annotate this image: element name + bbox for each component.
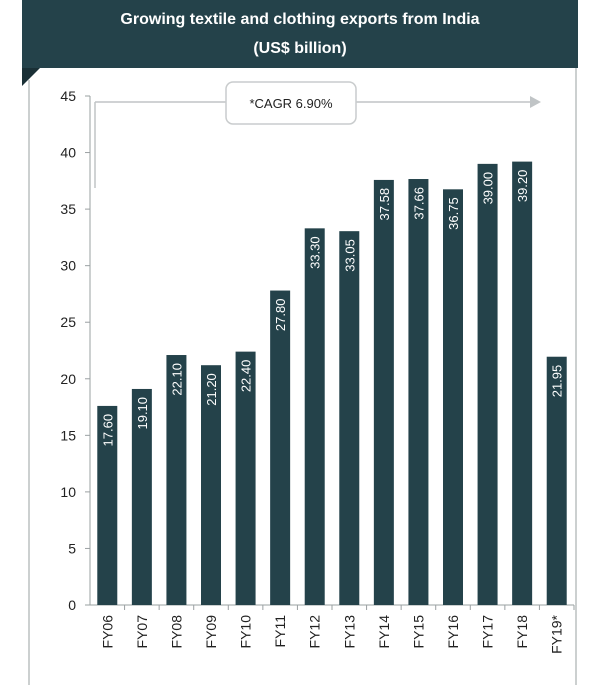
category-label: FY07 <box>134 615 150 649</box>
bar-value-label: 33.05 <box>342 239 357 272</box>
bar-value-label: 37.58 <box>377 188 392 221</box>
y-axis: 0 5 10 15 20 25 30 35 40 45 <box>60 88 91 613</box>
bar-value-label: 22.40 <box>239 360 254 393</box>
y-tick-label: 0 <box>68 597 76 613</box>
bar-value-label: 27.80 <box>273 299 288 332</box>
category-labels: FY06 FY07 FY08 FY09 FY10 FY11 FY12 FY13 FY14 FY15… <box>99 614 564 653</box>
cagr-annotation: *CAGR 6.90% <box>94 81 541 188</box>
bar <box>270 290 291 605</box>
y-tick-label: 5 <box>68 540 76 556</box>
bar-value-label: 17.60 <box>100 414 115 447</box>
y-tick-label: 15 <box>60 427 76 443</box>
bar-value-label: 21.20 <box>204 373 219 406</box>
category-label: FY14 <box>376 615 392 649</box>
cagr-arrow-head <box>530 96 541 108</box>
y-tick-label: 10 <box>60 484 76 500</box>
bar-value-label: 36.75 <box>446 197 461 230</box>
category-label: FY10 <box>238 615 254 649</box>
bar <box>339 231 360 605</box>
bar-value-label: 33.30 <box>308 236 323 269</box>
bar <box>373 179 394 605</box>
title-banner-corner <box>22 68 40 86</box>
bar-value-label: 19.10 <box>135 397 150 430</box>
category-label: FY06 <box>99 615 115 649</box>
bars <box>97 161 567 606</box>
bar-value-label: 37.66 <box>411 187 426 220</box>
y-tick-label: 40 <box>60 145 76 161</box>
bar <box>97 405 118 605</box>
bar <box>166 355 187 605</box>
category-label: FY16 <box>445 615 461 649</box>
bar-value-label: 39.20 <box>515 170 530 203</box>
category-label: FY13 <box>341 615 357 649</box>
title-banner <box>22 0 578 68</box>
bar <box>477 163 498 605</box>
category-label: FY09 <box>203 615 219 649</box>
bar <box>408 179 429 605</box>
bar-value-label: 22.10 <box>169 363 184 396</box>
category-label: FY11 <box>272 615 288 648</box>
category-label: FY12 <box>307 615 323 649</box>
y-tick-label: 35 <box>60 201 76 217</box>
cagr-box <box>225 81 357 125</box>
bar <box>546 356 567 605</box>
category-label: FY19* <box>549 614 565 653</box>
category-label: FY08 <box>168 615 184 649</box>
chart-title: Growing textile and clothing exports fro… <box>120 11 479 28</box>
bar-labels: 17.60 19.10 22.10 21.20 22.40 27.80 33.30 33.05… <box>100 170 564 447</box>
y-tick-label: 30 <box>60 258 76 274</box>
bar-value-label: 21.95 <box>550 365 565 398</box>
bar <box>512 161 533 606</box>
bar <box>131 388 152 605</box>
y-tick-label: 25 <box>60 314 76 330</box>
y-tick-label: 45 <box>60 88 76 104</box>
bar <box>443 189 463 606</box>
category-label: FY17 <box>480 615 496 649</box>
category-label: FY18 <box>514 615 530 649</box>
bar <box>201 365 221 605</box>
bar <box>235 351 256 605</box>
x-axis <box>90 604 575 610</box>
cagr-label: *CAGR 6.90% <box>249 96 333 111</box>
bar <box>304 228 325 605</box>
bar-value-label: 39.00 <box>481 172 496 205</box>
chart-subtitle: (US$ billion) <box>253 40 346 57</box>
y-tick-label: 20 <box>60 371 76 387</box>
category-label: FY15 <box>410 615 426 649</box>
